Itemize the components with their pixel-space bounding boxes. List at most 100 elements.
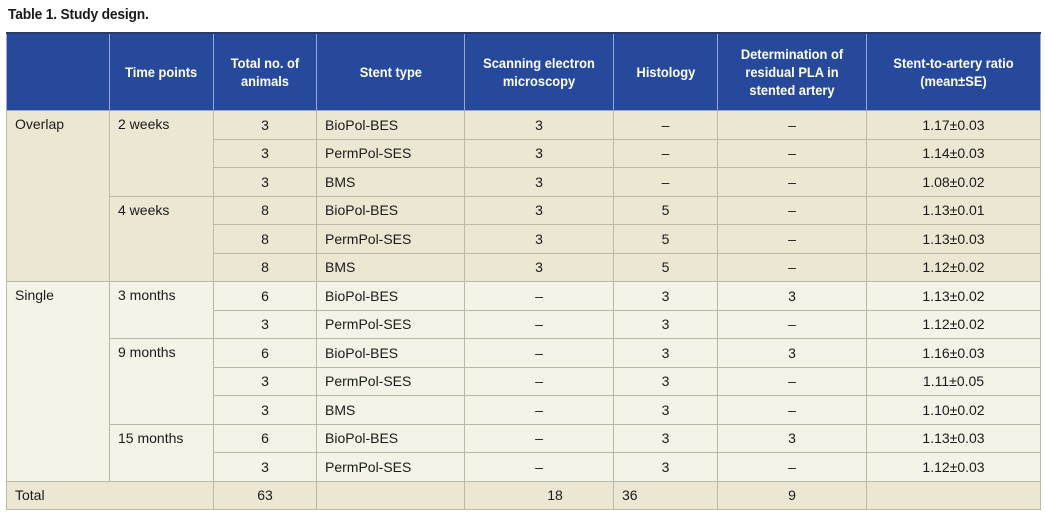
animals-cell: 6 (213, 338, 317, 368)
stent-type-cell: PermPol-SES (316, 309, 465, 339)
residual-pla-cell: – (717, 110, 867, 140)
ratio-cell: 1.12±0.02 (866, 309, 1041, 339)
stent-type-cell: BioPol-BES (316, 423, 465, 453)
table-row: 15 months 6 BioPol-BES –3 3 1.13±0.03 (7, 423, 1041, 482)
histology-cell: – (613, 167, 718, 197)
time-point-label: 15 months (109, 423, 214, 482)
residual-pla-cell: – (717, 167, 867, 197)
sem-cell: – (464, 309, 614, 339)
header-stent-type: Stent type (316, 32, 465, 111)
histology-cell: 3 (613, 395, 718, 425)
time-point-label: 4 weeks (109, 195, 214, 282)
group-label: Overlap (6, 110, 110, 282)
total-stent-empty (316, 480, 465, 510)
ratio-cell: 1.12±0.02 (866, 252, 1041, 282)
time-point-label: 2 weeks (109, 110, 214, 197)
ratio-cell: 1.13±0.03 (866, 224, 1041, 254)
residual-pla-cell: – (717, 138, 867, 168)
animals-cell: 6 (213, 423, 317, 453)
stent-type-cell: PermPol-SES (316, 138, 465, 168)
animals-cell: 8 (213, 224, 317, 254)
ratio-cell: 1.12±0.03 (866, 452, 1041, 482)
total-animals: 63 (213, 480, 317, 510)
table-row: 3 PermPol-SES –3–1.12±0.02 (7, 309, 1041, 339)
residual-pla-cell: 3 (717, 423, 867, 453)
animals-cell: 3 (213, 395, 317, 425)
animals-cell: 3 (213, 366, 317, 396)
header-row: Time points Total no. of animals Stent t… (6, 32, 1041, 111)
total-residual-pla: 9 (717, 480, 867, 510)
residual-pla-cell: – (717, 395, 867, 425)
stent-type-cell: PermPol-SES (316, 366, 465, 396)
sem-cell: 3 (464, 224, 614, 254)
sem-cell: 3 (464, 252, 614, 282)
header-histology: Histology (613, 32, 718, 111)
sem-cell: 3 (464, 195, 614, 225)
residual-pla-cell: – (717, 252, 867, 282)
table-body: Overlap 2 weeks 3 BioPol-BES 3– –1.17±0.03 3 Pe… (6, 110, 1041, 510)
animals-cell: 8 (213, 252, 317, 282)
sem-cell: – (464, 423, 614, 453)
table-row: 3 PermPol-SES –3–1.12±0.03 (7, 452, 1041, 482)
table-row: 8 BMS 3 5–1.12±0.02 (7, 252, 1041, 282)
animals-cell: 3 (213, 167, 317, 197)
ratio-cell: 1.13±0.01 (866, 195, 1041, 225)
total-ratio-empty (866, 480, 1041, 510)
header-group (6, 32, 110, 111)
stent-type-cell: BMS (316, 252, 465, 282)
histology-cell: 5 (613, 252, 718, 282)
histology-cell: 3 (613, 338, 718, 368)
ratio-cell: 1.13±0.03 (866, 423, 1041, 453)
header-total-animals: Total no. of animals (213, 32, 317, 111)
stent-type-cell: BioPol-BES (316, 281, 465, 311)
total-row: Total 63 18 36 9 (6, 480, 1041, 510)
histology-cell: – (613, 110, 718, 140)
histology-cell: 3 (613, 309, 718, 339)
stent-type-cell: PermPol-SES (316, 224, 465, 254)
histology-cell: 3 (613, 423, 718, 453)
total-sem: 18 (464, 480, 614, 510)
table-row: Single 3 months 6 BioPol-BES –3 3 1.13±0.02 (6, 281, 1041, 482)
sem-cell: – (464, 338, 614, 368)
residual-pla-cell: 3 (717, 281, 867, 311)
stent-type-cell: BMS (316, 395, 465, 425)
histology-cell: 5 (613, 224, 718, 254)
ratio-cell: 1.16±0.03 (866, 338, 1041, 368)
table-row: Overlap 2 weeks 3 BioPol-BES 3– –1.17±0.03 (6, 110, 1041, 282)
histology-cell: 3 (613, 281, 718, 311)
stent-type-cell: BMS (316, 167, 465, 197)
stent-type-cell: BioPol-BES (316, 338, 465, 368)
table-row: 3 PermPol-SES 3– –1.14±0.03 (7, 138, 1041, 168)
animals-cell: 8 (213, 195, 317, 225)
ratio-cell: 1.10±0.02 (866, 395, 1041, 425)
table-row: 9 months 6 BioPol-BES –3 3 1.16±0.03 (7, 338, 1041, 425)
table-row: 3 PermPol-SES –3–1.11±0.05 (7, 366, 1041, 396)
histology-cell: – (613, 138, 718, 168)
animals-cell: 3 (213, 110, 317, 140)
residual-pla-cell: – (717, 452, 867, 482)
ratio-cell: 1.13±0.02 (866, 281, 1041, 311)
sem-cell: – (464, 366, 614, 396)
histology-cell: 3 (613, 452, 718, 482)
stent-type-cell: PermPol-SES (316, 452, 465, 482)
histology-cell: 3 (613, 366, 718, 396)
sem-cell: 3 (464, 110, 614, 140)
animals-cell: 3 (213, 309, 317, 339)
ratio-cell: 1.17±0.03 (866, 110, 1041, 140)
header-sem: Scanning electron microscopy (464, 32, 614, 111)
total-histology: 36 (613, 480, 718, 510)
sem-cell: 3 (464, 167, 614, 197)
sem-cell: 3 (464, 138, 614, 168)
time-point-label: 3 months (109, 281, 214, 339)
sem-cell: – (464, 395, 614, 425)
animals-cell: 3 (213, 138, 317, 168)
stent-type-cell: BioPol-BES (316, 110, 465, 140)
animals-cell: 6 (213, 281, 317, 311)
ratio-cell: 1.08±0.02 (866, 167, 1041, 197)
table-row: 4 weeks 8 BioPol-BES 3 5–1.13±0.01 (7, 195, 1041, 282)
histology-cell: 5 (613, 195, 718, 225)
header-ratio: Stent-to-artery ratio (mean±SE) (866, 32, 1041, 111)
residual-pla-cell: – (717, 309, 867, 339)
group-label: Single (6, 281, 110, 482)
residual-pla-cell: – (717, 195, 867, 225)
